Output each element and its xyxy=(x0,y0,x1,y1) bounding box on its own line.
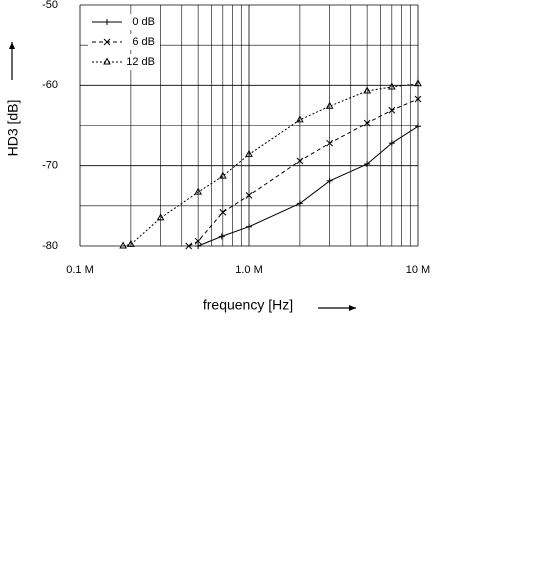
data-point xyxy=(325,101,334,109)
data-point xyxy=(245,149,253,157)
data-point xyxy=(218,233,225,240)
y-tick-label: -70 xyxy=(42,160,58,172)
y-tick-label: -60 xyxy=(42,79,58,91)
data-point xyxy=(194,237,202,245)
legend-label: 0 dB xyxy=(132,16,155,28)
data-point xyxy=(156,213,165,221)
legend-label: 12 dB xyxy=(126,56,155,68)
x-tick-label: 10 M xyxy=(406,264,430,276)
data-point xyxy=(296,200,303,207)
y-axis-label: HD3 [dB] xyxy=(5,100,21,157)
data-point xyxy=(245,192,253,199)
data-point xyxy=(414,95,422,103)
legend-bg xyxy=(88,34,160,50)
data-point xyxy=(218,171,227,179)
line xyxy=(197,125,419,247)
data-point xyxy=(296,115,304,123)
data-point xyxy=(119,241,127,249)
x-axis-label: frequency [Hz] xyxy=(203,297,293,313)
line xyxy=(123,83,419,247)
y-tick-label: -50 xyxy=(42,0,58,11)
x-tick-label: 1.0 M xyxy=(235,264,263,276)
data-point xyxy=(326,177,333,184)
data-point xyxy=(296,157,304,165)
y-tick-label: -80 xyxy=(42,240,58,252)
data-point xyxy=(219,208,227,216)
data-point xyxy=(387,82,396,90)
legend-marker xyxy=(104,19,110,25)
data-point xyxy=(363,86,371,94)
data-point xyxy=(246,223,252,230)
y-arrow-head xyxy=(9,42,15,49)
data-point xyxy=(127,239,135,247)
data-point xyxy=(194,187,202,195)
legend-marker xyxy=(103,57,111,65)
x-arrow-head xyxy=(349,305,356,311)
legend-label: 6 dB xyxy=(132,36,155,48)
legend-bg xyxy=(88,54,160,70)
data-point xyxy=(364,161,371,168)
data-point xyxy=(388,140,395,147)
data-point xyxy=(326,139,333,147)
data-point xyxy=(388,106,396,114)
data-point xyxy=(414,79,422,87)
legend-marker xyxy=(103,38,111,46)
data-point xyxy=(363,119,371,127)
data-point xyxy=(195,243,202,249)
data-point xyxy=(185,242,193,250)
legend-bg xyxy=(88,14,160,30)
data-point xyxy=(415,123,421,130)
x-tick-label: 0.1 M xyxy=(66,264,94,276)
